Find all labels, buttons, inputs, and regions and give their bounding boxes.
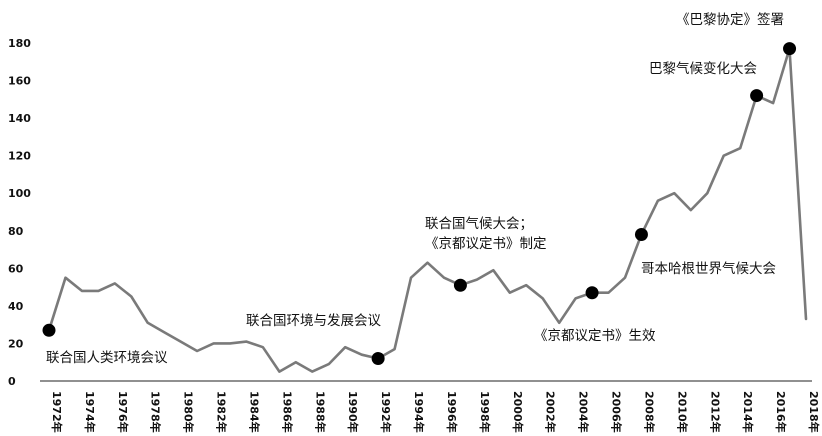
y-tick-label: 100 [8, 187, 31, 200]
event-marker [453, 278, 467, 292]
x-tick-label: 1976年 [116, 391, 130, 433]
annotation-2015: 巴黎气候变化大会 [649, 61, 757, 77]
x-tick-label: 2010年 [675, 391, 689, 433]
y-tick-label: 60 [8, 262, 24, 275]
event-marker [371, 351, 385, 365]
annotation-1997-line1: 联合国气候大会； [425, 216, 533, 232]
x-tick-label: 1982年 [215, 391, 229, 433]
event-markers [42, 42, 797, 365]
annotation-2016: 《巴黎协定》签署 [676, 11, 784, 28]
x-tick-label: 2014年 [741, 391, 755, 433]
x-tick-label: 1972年 [50, 391, 64, 433]
series-line [47, 47, 808, 373]
x-tick-label: 1996年 [445, 391, 459, 433]
event-marker [783, 42, 797, 56]
y-tick-label: 80 [8, 225, 24, 238]
y-tick-label: 180 [8, 37, 31, 50]
x-tick-label: 1980年 [182, 391, 196, 433]
event-marker [634, 228, 648, 242]
x-tick-label: 1974年 [83, 391, 97, 433]
x-tick-label: 2018年 [807, 391, 821, 433]
y-axis: 0 20 40 60 80 100 120 140 160 180 [8, 37, 31, 388]
y-tick-label: 120 [8, 150, 31, 163]
x-tick-label: 1998年 [478, 391, 492, 433]
x-tick-label: 2006年 [610, 391, 624, 433]
annotation-2009: 哥本哈根世界气候大会 [641, 261, 776, 277]
x-tick-label: 2012年 [708, 391, 722, 433]
x-tick-label: 1988年 [313, 391, 327, 433]
x-tick-label: 1978年 [149, 391, 163, 433]
event-marker [750, 89, 764, 103]
annotation-1992: 联合国环境与发展会议 [246, 313, 381, 329]
y-tick-label: 160 [8, 75, 31, 88]
x-tick-label: 2002年 [544, 391, 558, 433]
x-tick-label: 2000年 [511, 391, 525, 433]
x-tick-label: 1994年 [412, 391, 426, 433]
x-axis: 1972年 1974年 1976年 1978年 1980年 1982年 1984年 1986年… [50, 391, 821, 433]
x-tick-label: 2016年 [774, 391, 788, 433]
y-tick-label: 0 [8, 375, 16, 388]
x-tick-label: 1984年 [247, 391, 261, 433]
x-tick-label: 1986年 [280, 391, 294, 433]
event-marker [42, 323, 56, 337]
annotation-1997-line2: 《京都议定书》制定 [425, 236, 547, 252]
x-tick-label: 2008年 [642, 391, 656, 433]
annotation-2005: 《京都议定书》生效 [534, 328, 656, 344]
x-tick-label: 1990年 [346, 391, 360, 433]
event-marker [585, 286, 599, 300]
x-tick-label: 1992年 [379, 391, 393, 433]
annotation-1972: 联合国人类环境会议 [46, 350, 168, 366]
x-tick-label: 2004年 [577, 391, 591, 433]
y-tick-label: 40 [8, 300, 24, 313]
y-tick-label: 20 [8, 337, 24, 350]
y-tick-label: 140 [8, 112, 31, 125]
